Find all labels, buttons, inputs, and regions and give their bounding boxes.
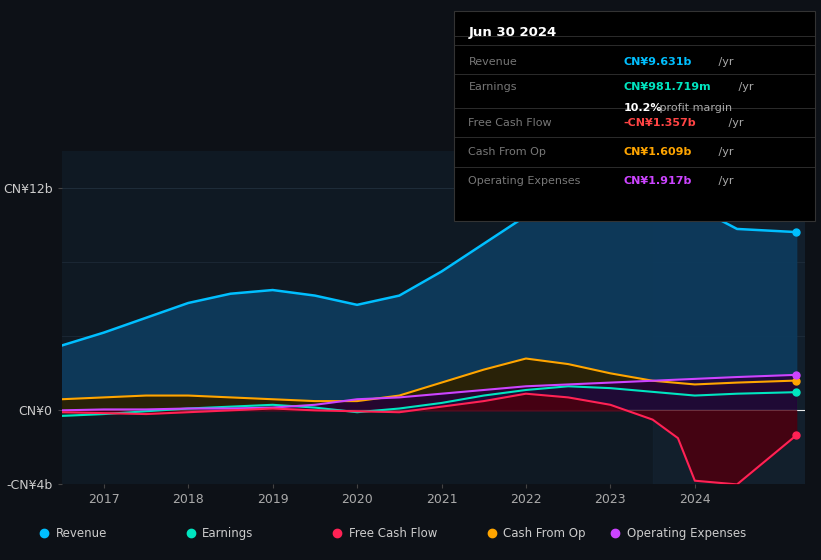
- Text: Cash From Op: Cash From Op: [503, 527, 585, 540]
- Text: CN¥1.609b: CN¥1.609b: [624, 147, 692, 157]
- Text: /yr: /yr: [715, 176, 733, 186]
- Point: [790, 431, 803, 440]
- Text: Revenue: Revenue: [56, 527, 107, 540]
- Text: /yr: /yr: [725, 118, 744, 128]
- Text: -CN¥1.357b: -CN¥1.357b: [624, 118, 696, 128]
- Text: Operating Expenses: Operating Expenses: [626, 527, 745, 540]
- Text: 10.2%: 10.2%: [624, 103, 663, 113]
- Point: [790, 388, 803, 396]
- Text: Cash From Op: Cash From Op: [469, 147, 546, 157]
- Text: Operating Expenses: Operating Expenses: [469, 176, 580, 186]
- Text: /yr: /yr: [715, 147, 733, 157]
- Text: Earnings: Earnings: [202, 527, 254, 540]
- Text: /yr: /yr: [715, 57, 733, 67]
- Text: CN¥981.719m: CN¥981.719m: [624, 82, 712, 92]
- Point: [790, 370, 803, 379]
- Text: profit margin: profit margin: [656, 103, 732, 113]
- Bar: [653, 151, 805, 484]
- Text: Earnings: Earnings: [469, 82, 517, 92]
- FancyBboxPatch shape: [454, 11, 815, 221]
- Point: [790, 227, 803, 236]
- Text: Revenue: Revenue: [469, 57, 517, 67]
- Text: Free Cash Flow: Free Cash Flow: [469, 118, 552, 128]
- Text: CN¥1.917b: CN¥1.917b: [624, 176, 692, 186]
- Text: Free Cash Flow: Free Cash Flow: [349, 527, 437, 540]
- Text: Jun 30 2024: Jun 30 2024: [469, 26, 557, 39]
- Text: CN¥9.631b: CN¥9.631b: [624, 57, 692, 67]
- Point: [790, 376, 803, 385]
- Text: /yr: /yr: [735, 82, 754, 92]
